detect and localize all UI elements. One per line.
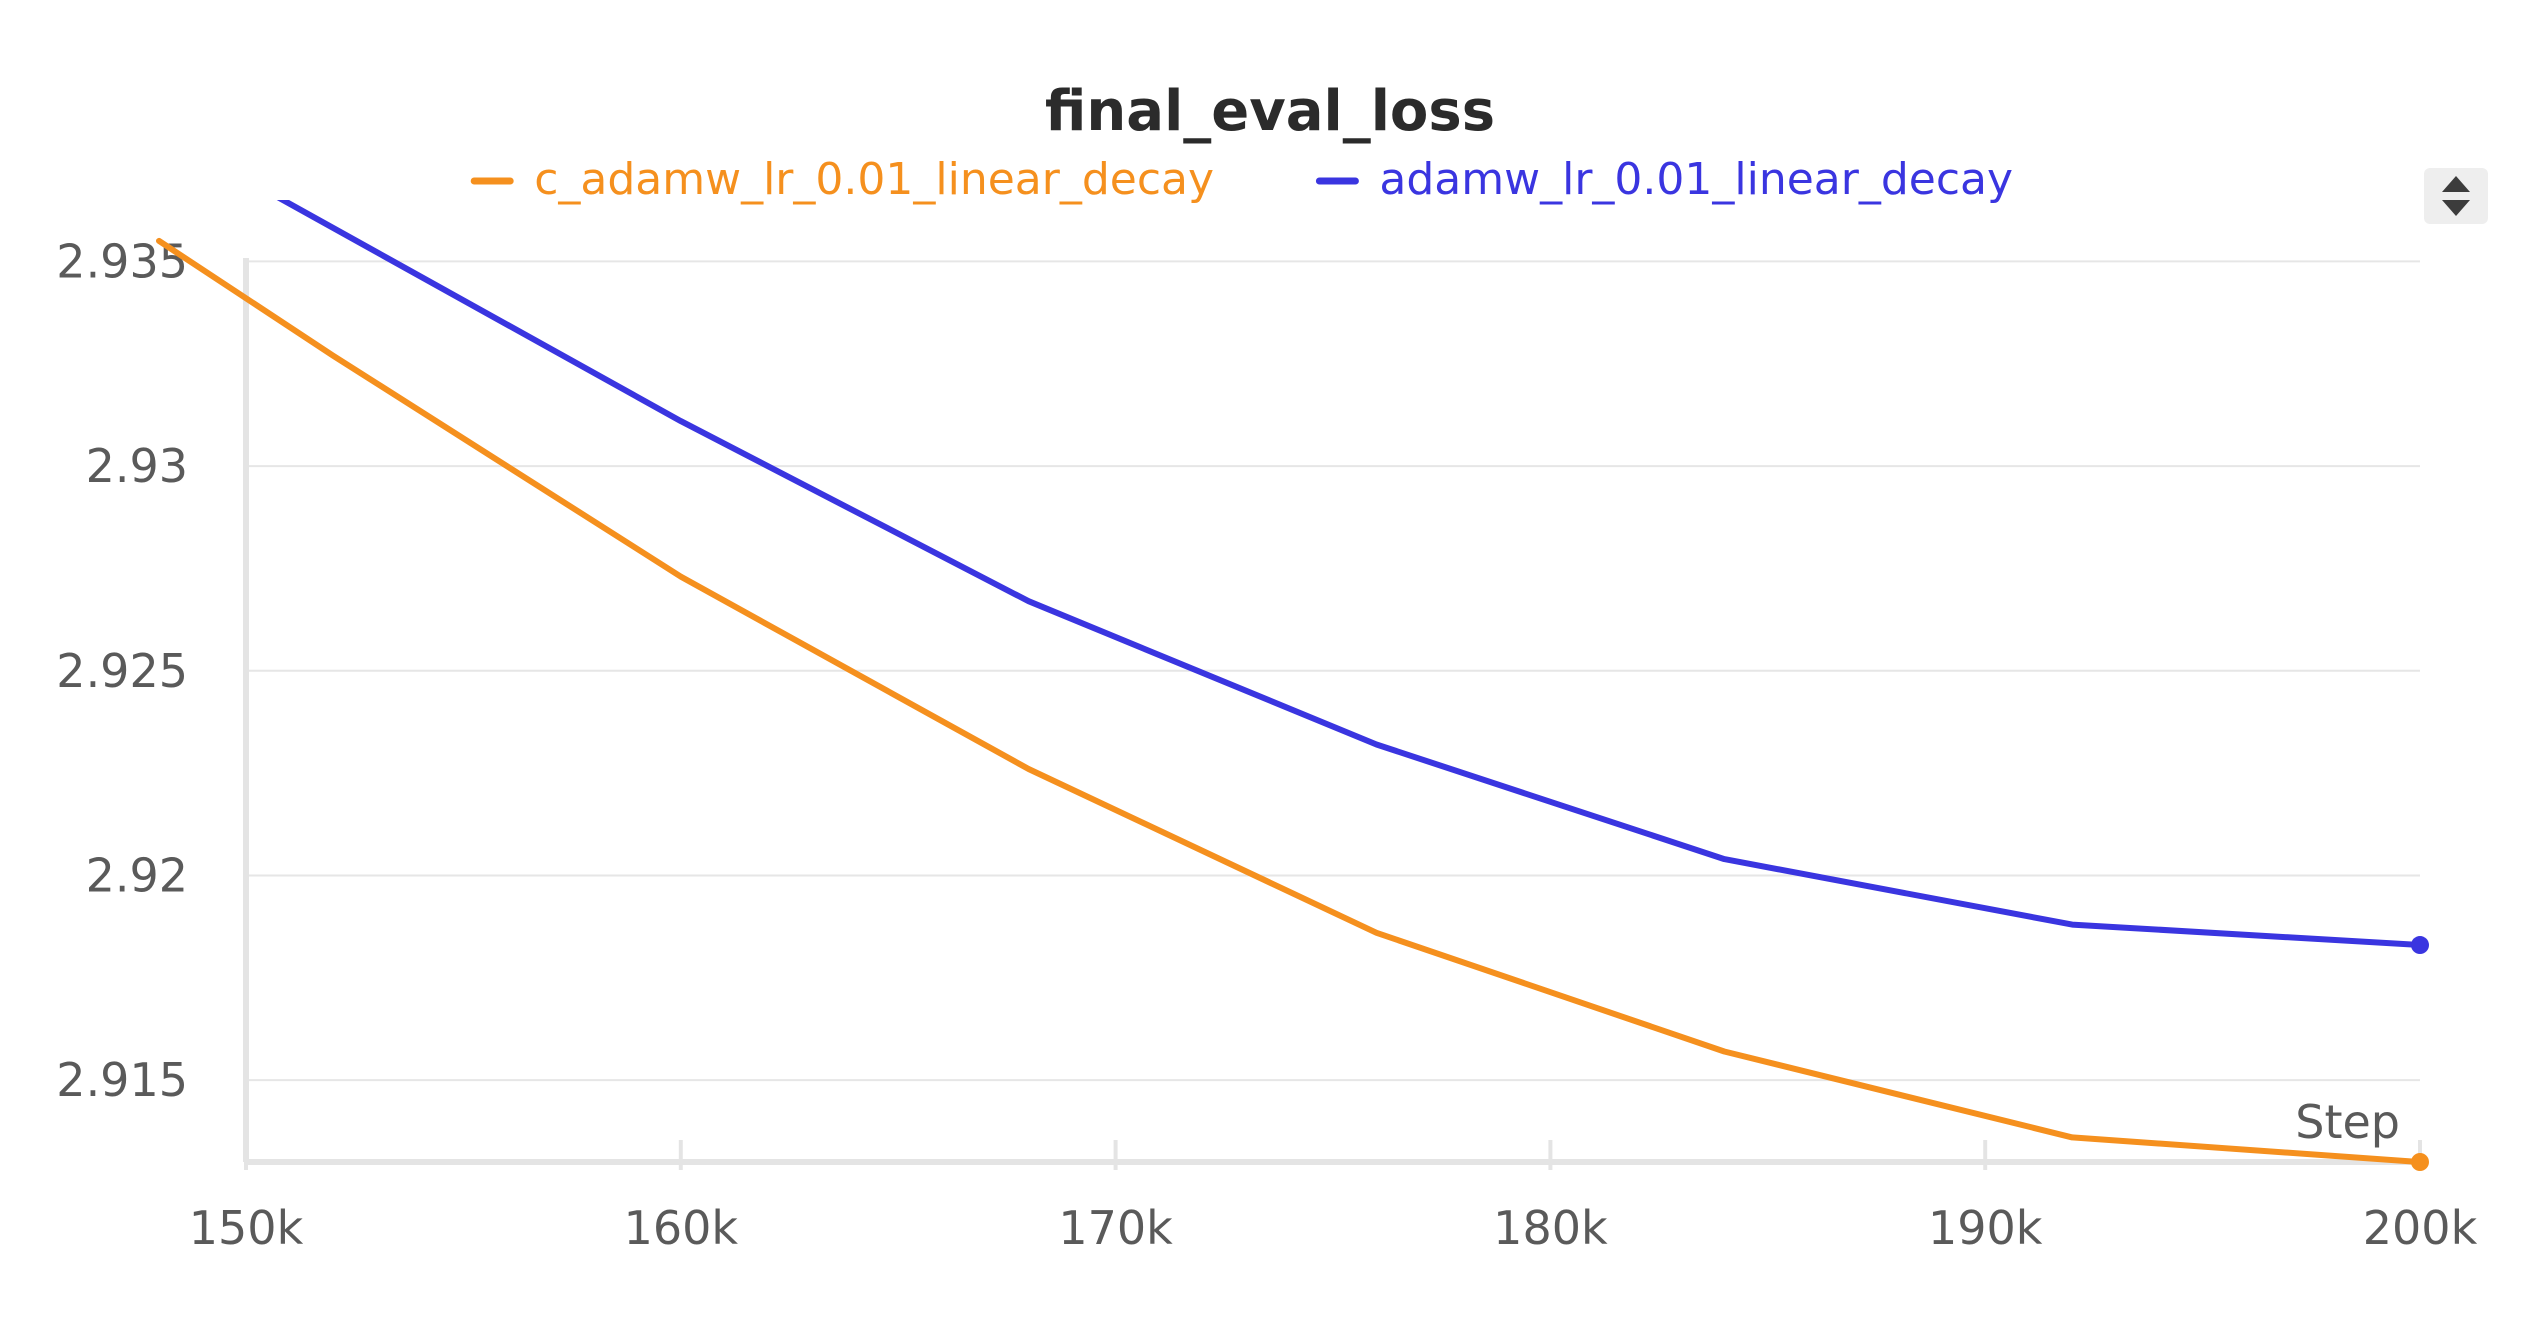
series-endpoint-0 bbox=[2411, 1153, 2429, 1171]
chart-title: final_eval_loss bbox=[1045, 79, 1495, 144]
y-axis-ticks: 2.915 2.92 2.925 2.93 2.935 bbox=[56, 234, 188, 1107]
x-tick-label: 170k bbox=[1058, 1201, 1173, 1255]
x-axis-label: Step bbox=[2295, 1095, 2400, 1149]
series-line-0 bbox=[156, 237, 2423, 1165]
series-endpoints bbox=[2411, 936, 2429, 1171]
sort-arrows-icon[interactable] bbox=[2424, 168, 2488, 224]
y-tick-label: 2.915 bbox=[56, 1053, 188, 1107]
x-tick-label: 200k bbox=[2363, 1201, 2478, 1255]
legend-item-0[interactable]: c_adamw_lr_0.01_linear_decay bbox=[470, 154, 1214, 205]
grid-lines bbox=[246, 260, 2420, 1082]
x-tick-label: 160k bbox=[624, 1201, 739, 1255]
y-tick-label: 2.935 bbox=[56, 234, 188, 288]
x-tick-label: 180k bbox=[1493, 1201, 1608, 1255]
y-tick-label: 2.93 bbox=[86, 439, 188, 493]
axes bbox=[243, 258, 2420, 1165]
legend-label: c_adamw_lr_0.01_linear_decay bbox=[534, 154, 1214, 205]
series-lines bbox=[156, 200, 2423, 1165]
legend-label: adamw_lr_0.01_linear_decay bbox=[1379, 154, 2013, 205]
legend: c_adamw_lr_0.01_linear_decay adamw_lr_0.0… bbox=[470, 154, 2013, 205]
x-axis-ticks: 150k 160k 170k 180k 190k 200k bbox=[189, 1140, 2478, 1255]
series-line-1 bbox=[276, 200, 2423, 948]
y-tick-label: 2.92 bbox=[86, 848, 188, 902]
series-endpoint-1 bbox=[2411, 936, 2429, 955]
x-tick-label: 190k bbox=[1928, 1201, 2043, 1255]
x-tick-label: 150k bbox=[189, 1201, 304, 1255]
legend-item-1[interactable]: adamw_lr_0.01_linear_decay bbox=[1315, 154, 2013, 205]
y-tick-label: 2.925 bbox=[56, 644, 188, 698]
